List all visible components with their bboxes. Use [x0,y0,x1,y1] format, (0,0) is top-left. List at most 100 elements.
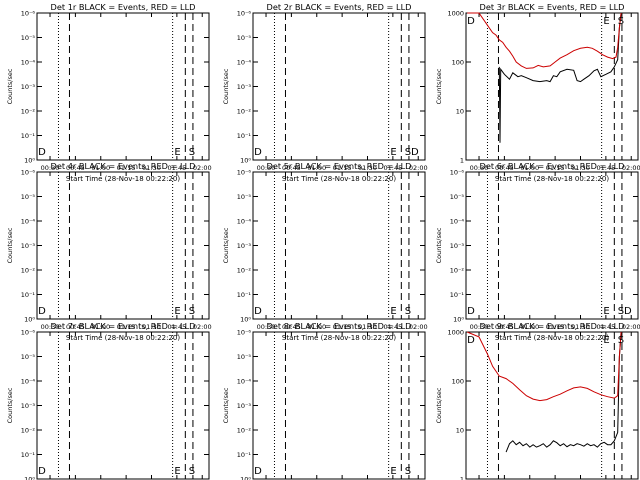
y-tick-label: 10⁻² [21,427,36,435]
event-marker: D [467,306,475,317]
x-tick-label: 01:15 [117,323,136,331]
detector-panel-2: Det 2r BLACK = Events, RED = LLD Counts/s… [222,2,428,183]
event-marker: D [254,466,262,477]
event-marker: E [390,466,396,477]
y-tick-label: 10⁻³ [237,242,252,250]
x-tick-label: 00:45 [66,164,85,172]
x-tick-label: 01:15 [333,164,352,172]
events-series-line [498,12,622,143]
y-tick-label: 1000 [447,329,464,337]
x-tick-label: 01:00 [520,323,539,331]
plot-frame [465,331,639,480]
x-axis-label: Start Time (28-Nov-18 00:22:20) [495,334,609,342]
y-tick-label: 10⁻² [237,108,252,116]
panel-title: Det 1r BLACK = Events, RED = LLD [51,2,196,12]
y-tick-label: 10⁻⁴ [450,218,465,226]
event-marker: SD [618,306,632,317]
y-tick-label: 10⁻² [450,267,465,275]
x-tick-label: 01:45 [167,323,186,331]
x-tick-label: 00:30 [41,164,60,172]
y-tick-label: 1000 [447,10,464,18]
plot-frame [36,12,210,161]
x-tick-label: 02:00 [193,323,212,331]
y-tick-label: 10⁰ [24,157,35,165]
x-tick-label: 01:45 [596,164,615,172]
y-tick-label: 10⁻⁵ [450,193,465,201]
y-tick-label: 10⁻⁴ [237,378,252,386]
event-marker: S [189,466,195,477]
y-tick-label: 100 [452,59,464,67]
x-tick-label: 01:00 [520,164,539,172]
detector-panel-5: Det 5r BLACK = Events, RED = LLD Counts/s… [222,161,428,342]
x-tick-label: 01:45 [167,164,186,172]
x-tick-label: 01:30 [142,164,161,172]
detector-panel-1: Det 1r BLACK = Events, RED = LLD Counts/s… [6,2,212,183]
event-marker: D [38,466,46,477]
lld-series-line [467,331,622,402]
event-marker: D [38,306,46,317]
y-tick-label: 10⁻¹ [237,132,252,140]
y-tick-label: 10⁻¹ [21,451,36,459]
y-tick-label: 10⁻⁴ [237,59,252,67]
y-tick-label: 10⁻⁶ [21,329,36,337]
y-tick-label: 10⁻² [237,267,252,275]
lld-series-line [467,12,622,69]
y-tick-label: 10⁻⁶ [21,169,36,177]
event-marker: S [618,335,624,346]
y-tick-label: 10⁻² [21,267,36,275]
y-tick-label: 10⁻⁶ [237,169,252,177]
x-tick-label: 00:45 [495,164,514,172]
x-axis-label: Start Time (28-Nov-18 00:22:20) [66,334,180,342]
y-tick-label: 10⁻¹ [237,451,252,459]
event-marker: S [405,306,411,317]
y-tick-label: 10⁻¹ [21,132,36,140]
y-axis-label: Counts/sec [222,68,230,104]
y-tick-label: 1 [460,476,464,480]
x-tick-label: 00:30 [470,323,489,331]
y-tick-label: 10⁻¹ [450,291,465,299]
x-tick-label: 00:45 [282,323,301,331]
plot-frame [36,171,210,320]
x-tick-label: 02:00 [409,164,428,172]
x-tick-label: 01:30 [571,323,590,331]
y-tick-label: 10⁻⁵ [21,353,36,361]
plot-frame [465,12,639,161]
x-tick-label: 01:45 [383,323,402,331]
y-tick-label: 1 [460,157,464,165]
panel-title: Det 9r BLACK = Events, RED = LLD [480,321,625,331]
x-axis-label: Start Time (28-Nov-18 00:22:20) [495,175,609,183]
panel-title: Det 6r BLACK = Events, RED = LLD [480,161,625,171]
event-marker: S [189,147,195,158]
event-marker: E [174,147,180,158]
y-tick-label: 10⁻⁴ [21,59,36,67]
event-marker: S [189,306,195,317]
x-tick-label: 01:15 [333,323,352,331]
y-axis-label: Counts/sec [435,227,443,263]
y-tick-label: 10 [456,108,464,116]
panel-title: Det 8r BLACK = Events, RED = LLD [267,321,412,331]
y-tick-label: 10⁻⁵ [237,34,252,42]
x-tick-label: 02:00 [193,164,212,172]
y-tick-label: 10⁻⁴ [21,378,36,386]
y-tick-label: 10⁻¹ [237,291,252,299]
y-tick-label: 10⁻² [237,427,252,435]
event-marker: S [618,16,624,27]
event-marker: S [405,466,411,477]
y-tick-label: 100 [452,378,464,386]
event-marker: E [603,16,609,27]
x-tick-label: 00:30 [257,164,276,172]
y-tick-label: 10⁻⁴ [237,218,252,226]
detector-panel-8: Det 8r BLACK = Events, RED = LLD Counts/s… [222,321,426,480]
event-marker: E [390,306,396,317]
x-tick-label: 01:30 [358,164,377,172]
y-axis-label: Counts/sec [435,387,443,423]
y-axis-label: Counts/sec [6,68,14,104]
event-marker: D [467,16,475,27]
plot-frame [465,171,639,320]
detector-panel-3: Det 3r BLACK = Events, RED = LLD Counts/s… [435,2,640,183]
y-axis-label: Counts/sec [435,68,443,104]
x-tick-label: 01:30 [571,164,590,172]
y-tick-label: 10⁰ [240,316,251,324]
event-marker: E [174,306,180,317]
